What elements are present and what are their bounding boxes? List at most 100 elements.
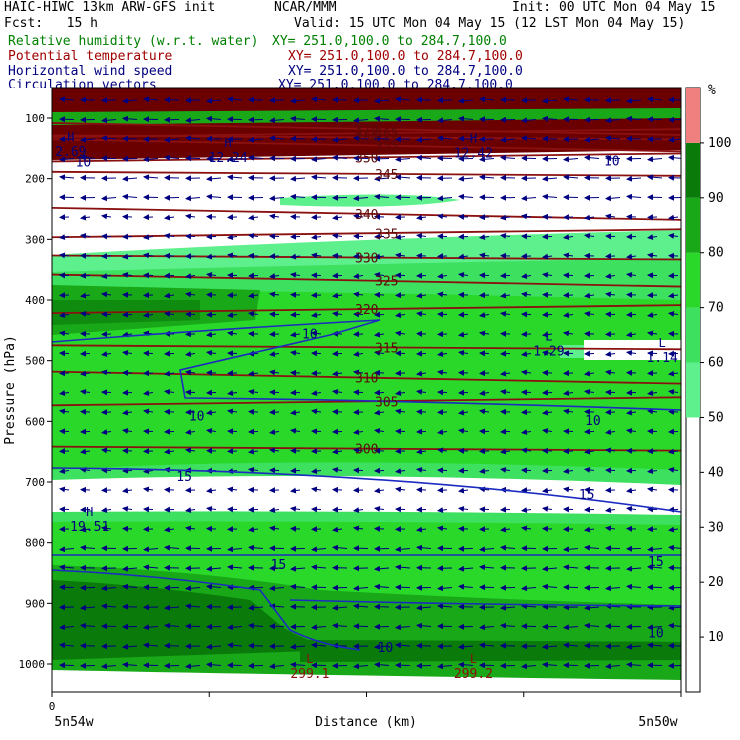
wind-vector xyxy=(500,526,511,533)
wind-speed-label: 15 xyxy=(579,488,595,503)
wind-speed-label: 10 xyxy=(378,641,394,656)
colorbar-tick-label: 60 xyxy=(708,356,724,371)
wind-vector xyxy=(458,97,474,104)
wind-vector xyxy=(374,115,390,122)
wind-vector xyxy=(122,97,138,104)
wind-vector xyxy=(626,175,642,182)
wind-vector xyxy=(311,252,322,259)
wind-vector xyxy=(500,622,516,629)
y-tick-label: 900 xyxy=(25,597,45,610)
y-tick-label: 300 xyxy=(25,233,45,246)
wind-vector xyxy=(647,156,663,163)
wind-vector xyxy=(164,292,175,299)
wind-vector xyxy=(248,448,259,455)
wind-vector xyxy=(269,273,280,280)
wind-vector xyxy=(227,156,243,163)
wind-vector xyxy=(563,330,574,337)
wind-vector xyxy=(143,642,159,649)
wind-vector xyxy=(605,447,616,454)
wind-vector xyxy=(248,154,264,161)
wind-speed-label: 15 xyxy=(648,555,664,570)
wind-vector xyxy=(374,175,390,182)
wind-vector xyxy=(332,310,343,317)
wind-vector xyxy=(626,193,642,200)
wind-vector xyxy=(185,525,196,532)
wind-vector xyxy=(437,429,448,436)
wind-vector xyxy=(458,583,474,590)
wind-vector xyxy=(500,448,511,455)
colorbar-band xyxy=(686,88,700,143)
wind-vector xyxy=(605,195,621,202)
wind-speed-label: 10 xyxy=(302,327,318,342)
wind-vector xyxy=(353,135,369,142)
wind-vector xyxy=(374,331,385,338)
wind-vector xyxy=(668,448,679,455)
wind-vector xyxy=(500,370,511,377)
wind-vector xyxy=(311,408,322,415)
wind-vector xyxy=(185,117,201,124)
wind-vector xyxy=(647,546,663,553)
wind-vector xyxy=(563,234,574,241)
wind-vector xyxy=(290,349,301,356)
wind-vector xyxy=(332,370,343,377)
wind-vector xyxy=(59,642,75,649)
colorbar-unit: % xyxy=(708,83,716,98)
wind-vector xyxy=(311,642,327,649)
wind-vector xyxy=(311,330,322,337)
wind-vector xyxy=(332,214,343,221)
field-rh-name: Relative humidity (w.r.t. water) xyxy=(8,34,259,49)
wind-vector xyxy=(374,97,390,104)
wind-vector xyxy=(626,661,642,668)
wind-vector xyxy=(206,643,222,650)
extremum-marker: L xyxy=(659,336,666,350)
wind-vector xyxy=(584,448,595,455)
wind-vector xyxy=(80,604,96,611)
wind-vector xyxy=(248,622,264,629)
wind-vector xyxy=(185,351,196,358)
wind-vector xyxy=(479,546,495,553)
wind-vector xyxy=(626,271,637,278)
wind-vector xyxy=(332,622,348,629)
extremum-value: 12.42 xyxy=(454,146,493,161)
wind-vector xyxy=(206,409,217,416)
wind-vector xyxy=(542,487,553,494)
wind-vector xyxy=(584,604,600,611)
wind-vector xyxy=(626,115,642,122)
wind-vector xyxy=(311,96,327,103)
wind-vector xyxy=(185,291,196,298)
colorbar-tick-label: 30 xyxy=(708,520,724,535)
wind-vector xyxy=(458,565,474,572)
y-tick-label: 800 xyxy=(25,537,45,550)
wind-vector xyxy=(80,292,91,299)
wind-vector xyxy=(185,447,196,454)
wind-vector xyxy=(374,583,390,590)
colorbar-tick-label: 50 xyxy=(708,410,724,425)
wind-vector xyxy=(122,661,138,668)
wind-vector xyxy=(164,544,180,551)
colorbar-tick-label: 40 xyxy=(708,465,724,480)
wind-vector xyxy=(668,214,679,221)
wind-vector xyxy=(521,429,532,436)
wind-vector xyxy=(647,564,663,571)
wind-vector xyxy=(584,232,595,239)
extremum-value: 1.14 xyxy=(646,351,677,366)
wind-vector xyxy=(479,330,490,337)
wind-vector xyxy=(185,429,196,436)
wind-vector xyxy=(605,585,621,592)
wind-vector xyxy=(101,429,112,436)
wind-vector xyxy=(542,97,558,104)
wind-speed-label: 15 xyxy=(271,558,287,573)
wind-vector xyxy=(395,390,406,397)
theta-contour-line xyxy=(52,228,681,239)
wind-vector xyxy=(290,427,301,434)
wind-vector xyxy=(563,564,579,571)
theta-contour-line xyxy=(52,304,681,314)
wind-vector xyxy=(626,643,642,650)
wind-vector xyxy=(626,565,642,572)
wind-vector xyxy=(143,564,159,571)
wind-vector xyxy=(416,622,432,629)
y-tick-label: 100 xyxy=(25,112,45,125)
wind-vector xyxy=(353,117,369,124)
wind-vector xyxy=(80,526,91,533)
